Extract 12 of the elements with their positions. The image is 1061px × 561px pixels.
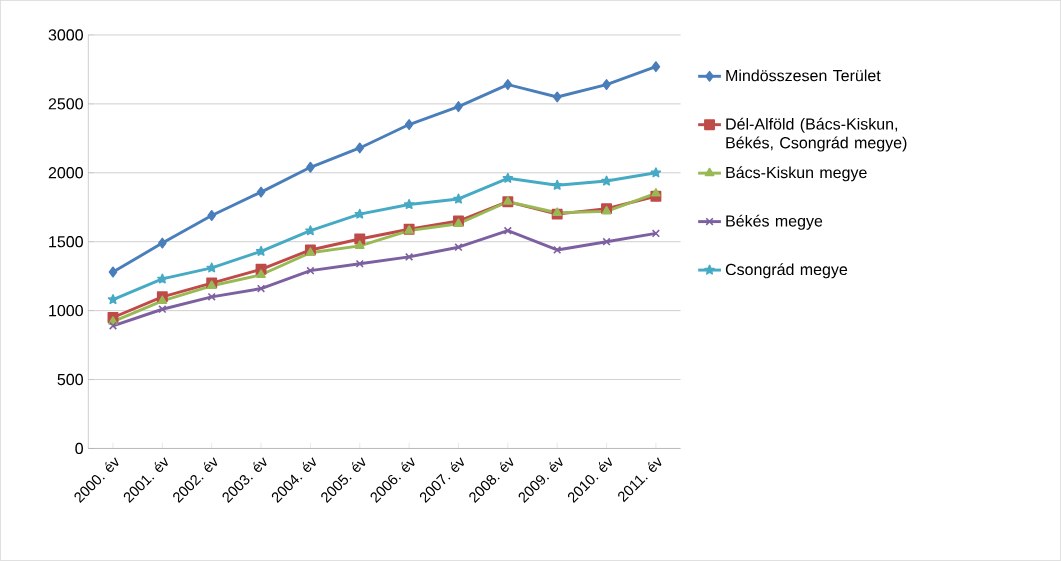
y-tick-label: 1500 <box>49 236 83 248</box>
legend-label: Mindösszesen Terület <box>726 69 881 82</box>
legend-label: Békés megye <box>726 214 823 230</box>
y-tick-label: 2000 <box>48 167 83 179</box>
legend-label: Bács-Kiskun megye <box>726 166 867 182</box>
y-tick-label: 1000 <box>49 305 83 317</box>
y-tick-label: 2500 <box>48 98 83 110</box>
legend-label: Dél-Alföld (Bács-Kiskun, Békés, Csongrád megye) <box>726 117 907 152</box>
legend-label: Csongrád megye <box>725 263 848 279</box>
y-tick-label: 3000 <box>48 29 83 41</box>
y-tick-label: 0 <box>75 442 83 455</box>
y-tick-label: 500 <box>57 373 83 386</box>
